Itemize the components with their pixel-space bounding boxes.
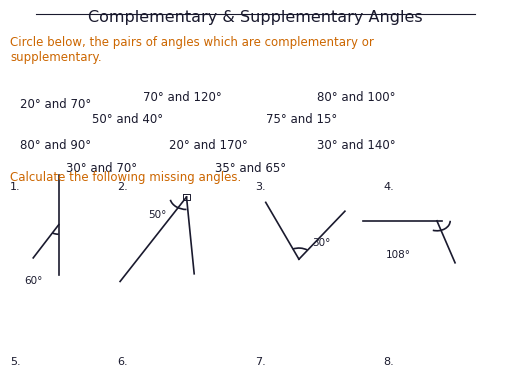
Text: 1.: 1. (10, 182, 21, 192)
Text: 2.: 2. (118, 182, 128, 192)
Text: Complementary & Supplementary Angles: Complementary & Supplementary Angles (88, 10, 423, 25)
Text: 6.: 6. (118, 357, 128, 367)
Text: 108°: 108° (386, 250, 411, 260)
Text: 4.: 4. (383, 182, 394, 192)
Text: 8.: 8. (383, 357, 394, 367)
Text: 50°: 50° (148, 210, 167, 220)
Text: 30° and 70°: 30° and 70° (66, 162, 137, 175)
Text: 70° and 120°: 70° and 120° (143, 91, 222, 104)
Text: 30° and 140°: 30° and 140° (317, 139, 396, 152)
Text: 7.: 7. (256, 357, 266, 367)
Text: 35° and 65°: 35° and 65° (215, 162, 286, 175)
Text: 80° and 100°: 80° and 100° (317, 91, 396, 104)
Text: Calculate the following missing angles.: Calculate the following missing angles. (10, 171, 242, 184)
Text: 3.: 3. (256, 182, 266, 192)
Text: Circle below, the pairs of angles which are complementary or
supplementary.: Circle below, the pairs of angles which … (10, 36, 374, 65)
Text: 30°: 30° (312, 238, 330, 248)
Text: 20° and 70°: 20° and 70° (20, 98, 91, 111)
Text: 60°: 60° (24, 276, 42, 286)
Text: 75° and 15°: 75° and 15° (266, 113, 337, 126)
Text: 80° and 90°: 80° and 90° (20, 139, 91, 152)
Text: 50° and 40°: 50° and 40° (92, 113, 163, 126)
Text: 5.: 5. (10, 357, 21, 367)
Text: 20° and 170°: 20° and 170° (169, 139, 247, 152)
